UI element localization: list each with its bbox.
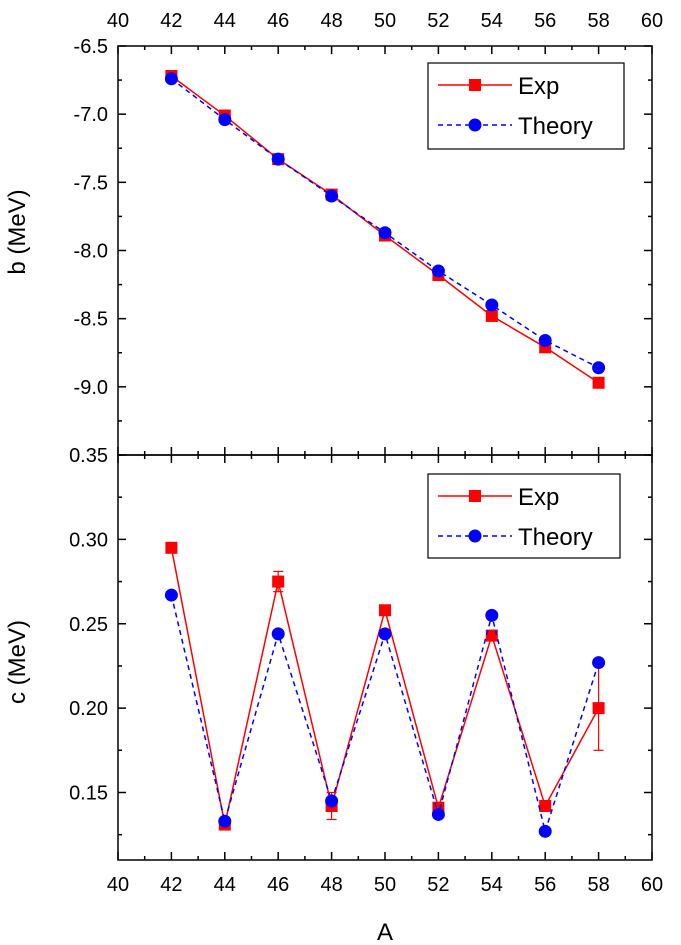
data-point-circle <box>325 794 339 808</box>
data-point-circle <box>325 189 339 203</box>
x-tick-label: 58 <box>587 874 609 896</box>
y-tick-label: -7.0 <box>74 104 108 126</box>
y-tick-label: 0.15 <box>69 783 108 805</box>
data-point-square <box>485 309 498 322</box>
y-tick-label: -8.0 <box>74 241 108 263</box>
x-tick-label: 48 <box>320 874 342 896</box>
legend-marker-square <box>469 79 481 91</box>
data-point-circle <box>378 226 392 240</box>
x-tick-label: 42 <box>160 10 182 32</box>
data-point-circle <box>378 627 392 641</box>
x-tick-label: 58 <box>587 10 609 32</box>
x-tick-label: 56 <box>534 10 556 32</box>
data-point-circle <box>431 264 445 278</box>
y-tick-label: 0.30 <box>69 529 108 551</box>
y-axis-title: b (MeV) <box>4 189 31 274</box>
x-tick-label: 54 <box>481 10 503 32</box>
data-point-square <box>485 629 498 642</box>
x-tick-label: 40 <box>107 10 129 32</box>
panel-top: 40 42 44 46 48 50 52 54 56 58 60 -6.5 -7.0 -7.5 -8.0 -8… <box>4 10 663 456</box>
y-tick-label: 0.35 <box>69 445 108 467</box>
legend-marker-circle <box>468 529 482 543</box>
panel-bottom: 40 42 44 46 48 50 52 54 56 58 60 0.15 0.20 0.25 0.30 0.… <box>4 445 663 896</box>
data-point-square <box>165 541 178 554</box>
x-tick-label: 44 <box>214 10 236 32</box>
x-tick-label: 40 <box>107 874 129 896</box>
y-tick-label: 0.20 <box>69 698 108 720</box>
x-tick-label: 48 <box>320 10 342 32</box>
legend-box <box>427 473 621 559</box>
data-point-circle <box>592 656 606 670</box>
x-tick-label: 60 <box>641 874 663 896</box>
legend: Exp Theory <box>427 473 621 559</box>
legend-box <box>427 62 625 150</box>
x-tick-label: 54 <box>481 874 503 896</box>
data-point-circle <box>218 113 232 127</box>
x-tick-label: 50 <box>374 874 396 896</box>
data-point-circle <box>592 361 606 375</box>
data-point-square <box>592 702 605 715</box>
data-point-square <box>272 575 285 588</box>
data-point-circle <box>164 588 178 602</box>
y-tick-label: -6.5 <box>74 36 108 58</box>
data-point-circle <box>271 152 285 166</box>
series-theory <box>164 588 606 838</box>
x-tick-label: 56 <box>534 874 556 896</box>
series-theory <box>164 72 606 375</box>
x-tick-label: 42 <box>160 874 182 896</box>
x-tick-label: 46 <box>267 10 289 32</box>
series-exp <box>165 541 605 831</box>
y-tick-label: -9.0 <box>74 377 108 399</box>
legend-label: Exp <box>518 73 559 100</box>
data-point-circle <box>538 824 552 838</box>
data-point-square <box>592 376 605 389</box>
y-tick-label: 0.25 <box>69 614 108 636</box>
data-point-circle <box>538 333 552 347</box>
data-point-circle <box>164 72 178 86</box>
data-point-square <box>539 800 552 812</box>
x-tick-label: 52 <box>427 874 449 896</box>
data-point-circle <box>431 807 445 821</box>
x-tick-label: 50 <box>374 10 396 32</box>
x-axis-title: A <box>377 919 393 945</box>
x-tick-label: 46 <box>267 874 289 896</box>
legend-marker-circle <box>468 118 482 132</box>
data-point-circle <box>485 298 499 312</box>
data-point-square <box>379 604 391 617</box>
x-tick-label: 60 <box>641 10 663 32</box>
legend-label: Exp <box>518 484 559 511</box>
y-axis-title: c (MeV) <box>4 620 31 704</box>
data-point-circle <box>271 627 285 641</box>
data-point-circle <box>485 608 499 622</box>
legend-marker-square <box>469 490 481 502</box>
data-point-circle <box>218 814 232 828</box>
legend-label: Theory <box>518 113 593 140</box>
y-tick-label: -7.5 <box>74 172 108 194</box>
x-tick-label: 52 <box>427 10 449 32</box>
x-tick-label: 44 <box>214 874 236 896</box>
legend: Exp Theory <box>427 62 625 150</box>
legend-label: Theory <box>518 524 593 551</box>
y-tick-label: -8.5 <box>74 309 108 331</box>
